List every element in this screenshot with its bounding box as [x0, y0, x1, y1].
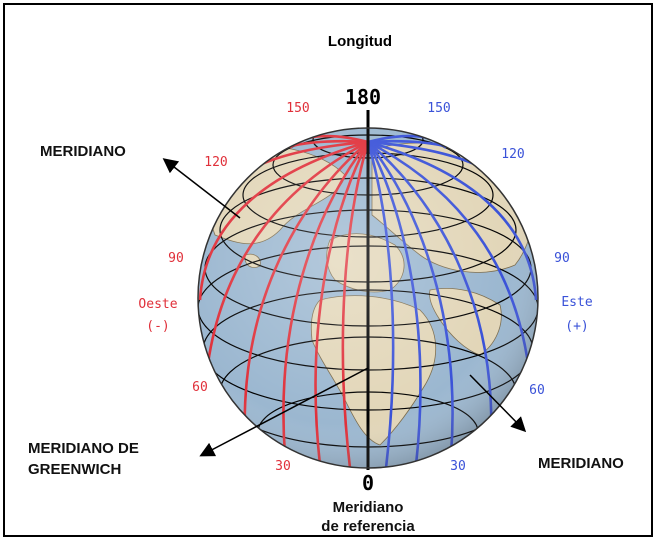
west-sign: (-): [146, 319, 169, 334]
east-degree-30: 30: [450, 459, 466, 474]
arrow-greenwich: [199, 367, 369, 457]
arrow-meridiano-right: [469, 374, 527, 433]
bottom-value-0: 0: [362, 471, 374, 495]
callout-meridiano-right: MERIDIANO: [538, 455, 624, 472]
east-label: Este: [561, 295, 592, 310]
west-degree-30: 30: [275, 459, 291, 474]
east-degree-60: 60: [529, 383, 545, 398]
west-degree-60: 60: [192, 380, 208, 395]
west-degree-150: 150: [286, 101, 309, 116]
east-degree-90: 90: [554, 251, 570, 266]
callout-greenwich-line1: MERIDIANO DE: [28, 440, 139, 457]
reference-caption-line2: de referencia: [321, 518, 415, 535]
east-sign: (+): [565, 319, 588, 334]
arrow-meridiano-top-left: [162, 158, 241, 219]
diagram-title: Longitud: [328, 33, 392, 50]
callout-meridiano-top-left: MERIDIANO: [40, 143, 126, 160]
callout-greenwich-line2: GREENWICH: [28, 461, 121, 478]
top-value-180: 180: [345, 85, 381, 109]
reference-caption-line1: Meridiano: [333, 499, 404, 516]
east-degree-120: 120: [501, 147, 524, 162]
globe: [197, 110, 539, 470]
east-degree-150: 150: [427, 101, 450, 116]
west-degree-90: 90: [168, 251, 184, 266]
west-degree-120: 120: [204, 155, 227, 170]
west-label: Oeste: [138, 297, 177, 312]
